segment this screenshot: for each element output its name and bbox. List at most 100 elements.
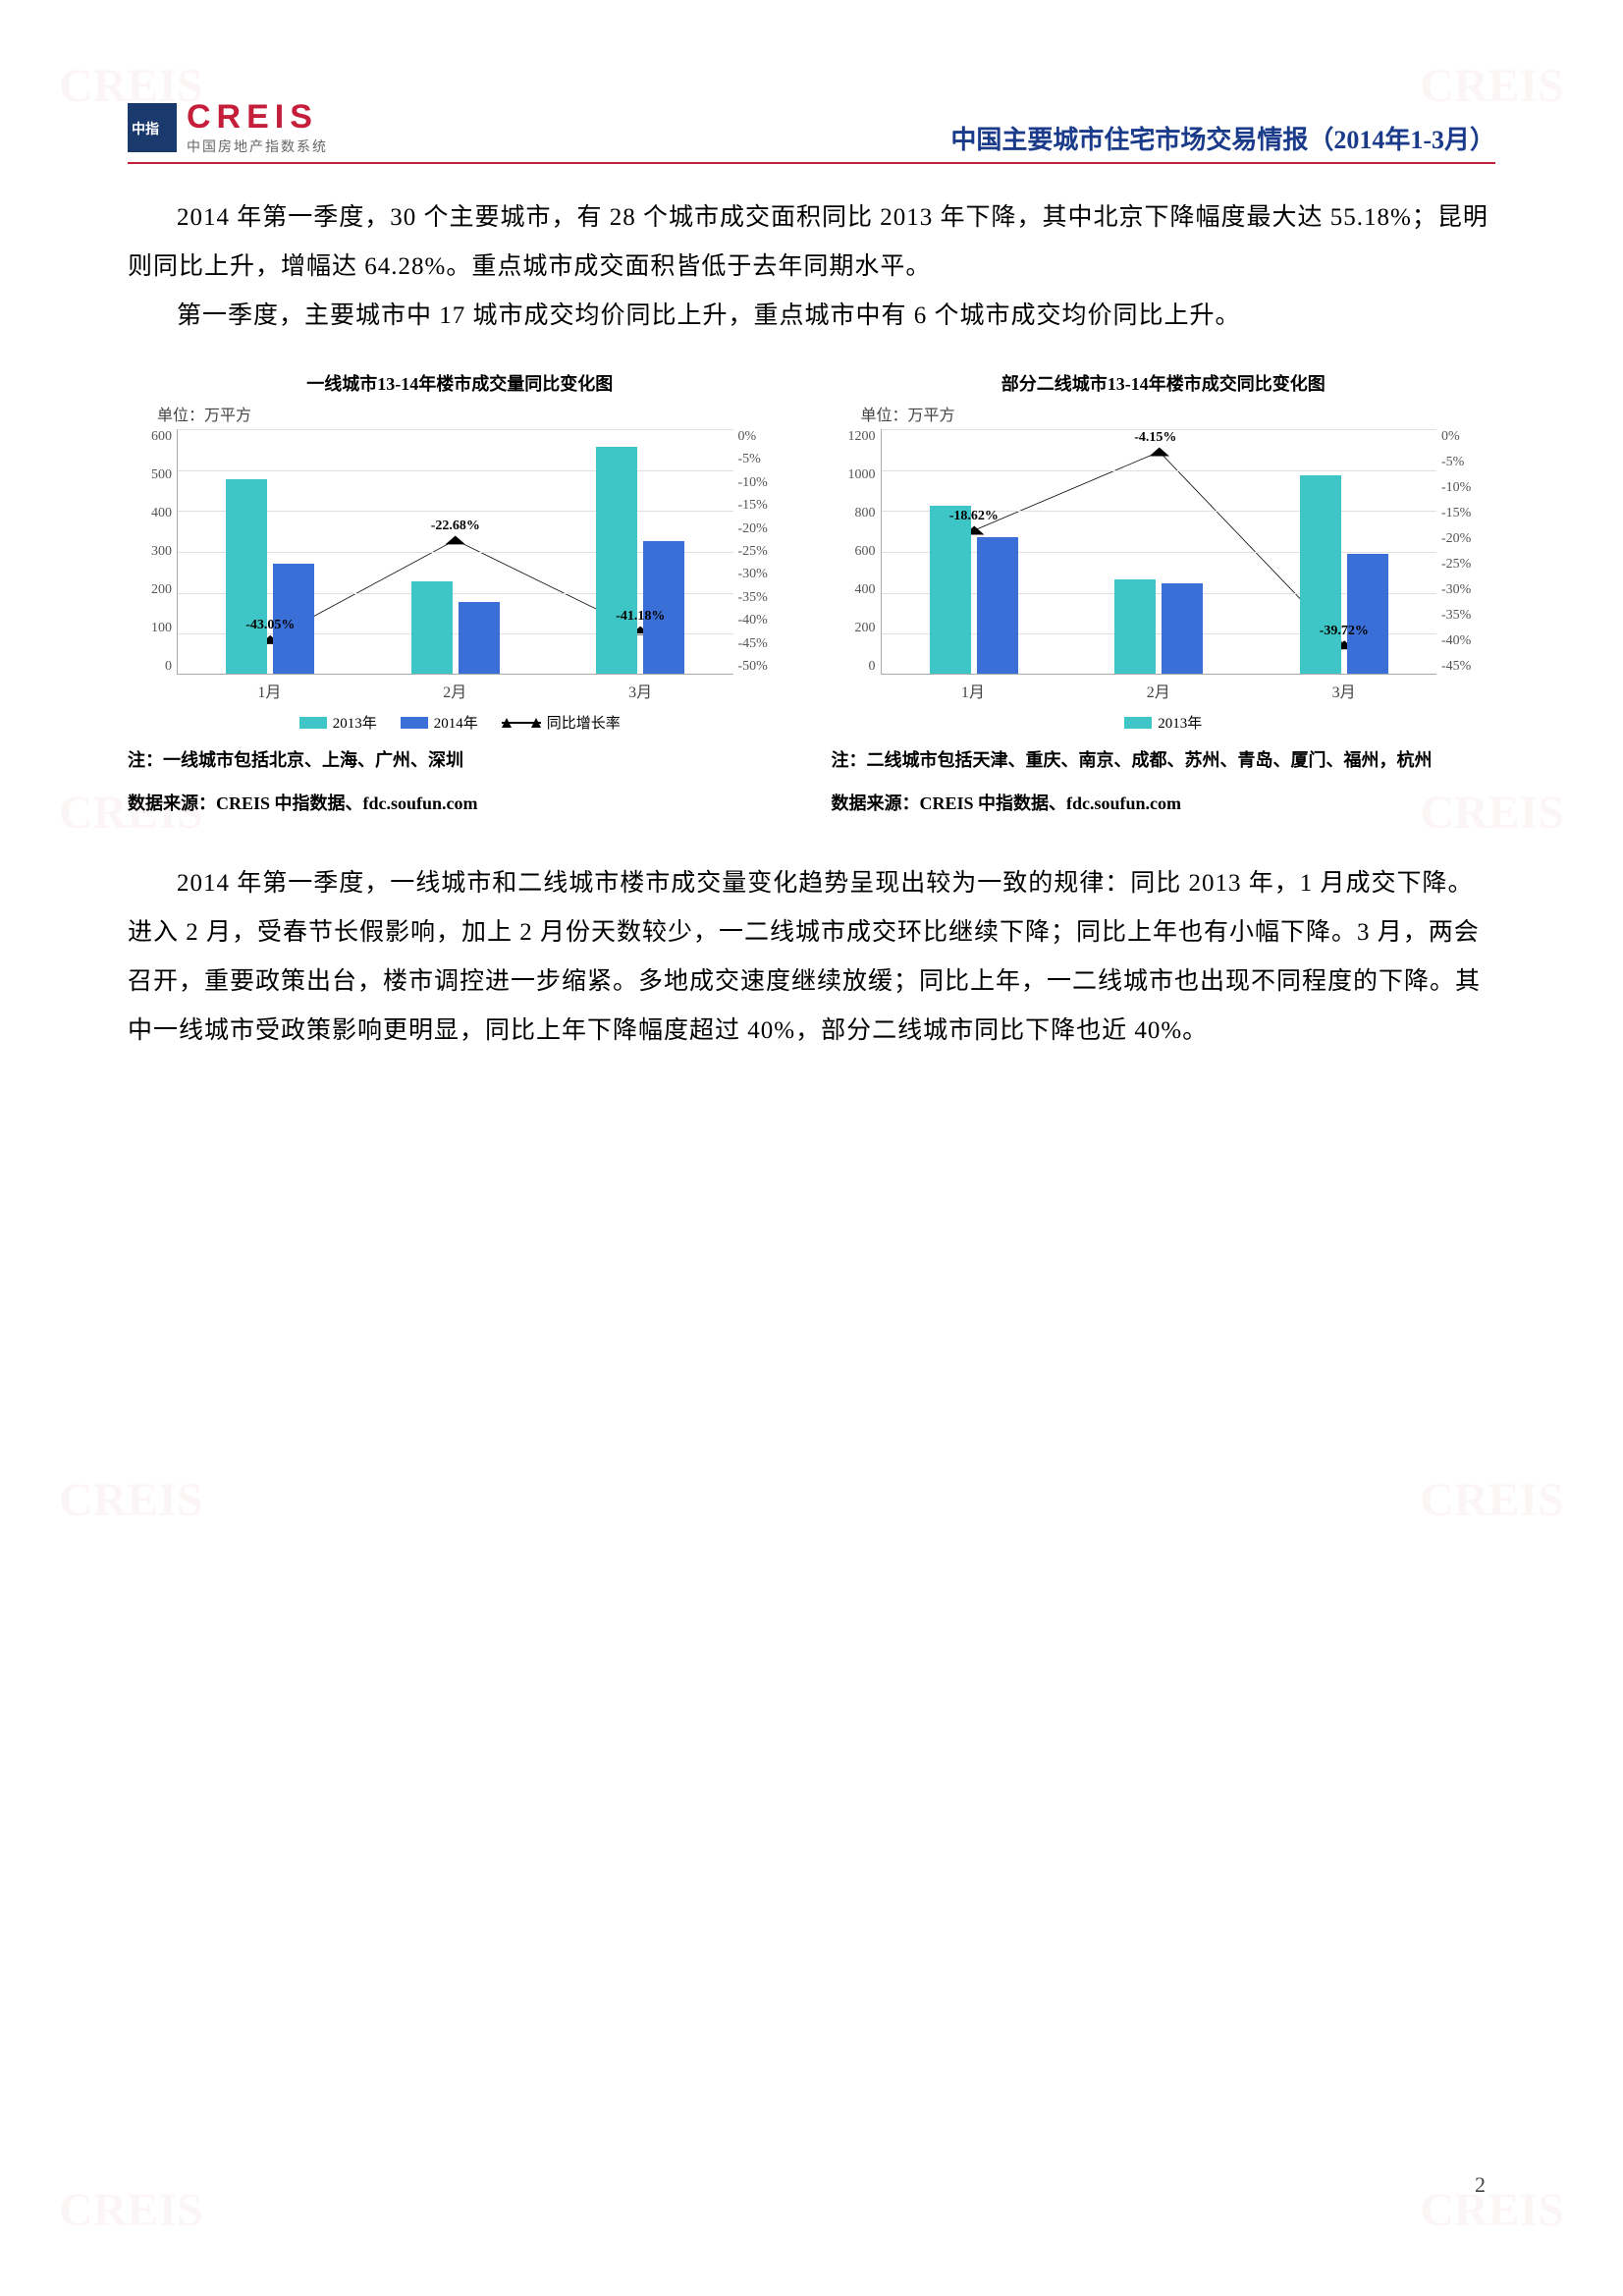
y-tick: -45%: [1441, 659, 1471, 675]
y-tick: -10%: [738, 475, 768, 491]
y-tick: -50%: [738, 659, 768, 675]
legend-swatch-2014: [401, 717, 428, 729]
legend-line: [502, 722, 541, 724]
growth-label: -22.68%: [431, 519, 480, 534]
bar-group: [1300, 475, 1388, 674]
chart1-y-right: 0% -5% -10% -15% -20% -25% -30% -35% -40% -45% -50…: [738, 429, 792, 675]
legend-swatch-2013: [299, 717, 327, 729]
chart-tier2: 部分二线城市13-14年楼市成交同比变化图 单位：万平方 12001000800…: [832, 370, 1496, 820]
y-tick: 400: [151, 506, 172, 521]
y-tick: 1000: [848, 467, 876, 483]
bar-2014: [643, 541, 684, 674]
y-tick: -35%: [1441, 608, 1471, 624]
y-tick: -45%: [738, 636, 768, 652]
y-tick: 0%: [738, 429, 757, 445]
y-tick: -5%: [738, 452, 761, 467]
bar-2014: [1162, 583, 1203, 674]
x-tick: 1月: [961, 679, 985, 702]
y-tick: -30%: [1441, 582, 1471, 598]
bar-2013: [1300, 475, 1341, 674]
growth-label: -4.15%: [1134, 430, 1176, 446]
bar-2014: [977, 537, 1018, 674]
y-tick: -10%: [1441, 480, 1471, 496]
y-tick: 0: [869, 659, 876, 675]
logo-mark: [128, 103, 177, 152]
y-tick: -25%: [738, 544, 768, 560]
bar-group: [596, 447, 684, 674]
watermark: CREIS: [1420, 1473, 1564, 1527]
bar-2013: [930, 506, 971, 674]
chart2-y-right: 0%-5%-10%-15%-20%-25%-30%-35%-40%-45%: [1441, 429, 1495, 675]
y-tick: -40%: [738, 613, 768, 629]
logo: CREIS 中国房地产指数系统: [128, 98, 328, 156]
legend-label: 2013年: [1158, 712, 1202, 733]
y-tick: -5%: [1441, 455, 1464, 470]
x-tick: 2月: [1147, 679, 1170, 702]
paragraph-3: 2014 年第一季度，一线城市和二线城市楼市成交量变化趋势呈现出较为一致的规律：…: [128, 859, 1495, 1056]
chart1-y-left: 6005004003002001000: [128, 429, 172, 675]
chart2-plot: -18.62% -4.15% -39.72%: [881, 429, 1437, 675]
y-tick: -35%: [738, 590, 768, 606]
chart-tier1: 一线城市13-14年楼市成交量同比变化图 单位：万平方 600500400300…: [128, 370, 792, 820]
y-tick: 600: [151, 429, 172, 445]
chart2-y-left: 120010008006004002000: [832, 429, 876, 675]
growth-label: -39.72%: [1320, 624, 1369, 639]
chart1-x-labels: 1月 2月 3月: [177, 677, 733, 704]
y-tick: 400: [855, 582, 876, 598]
gridline: [882, 470, 1437, 471]
y-tick: 0%: [1441, 429, 1460, 445]
y-tick: -30%: [738, 567, 768, 582]
paragraph-2: 第一季度，主要城市中 17 城市成交均价同比上升，重点城市中有 6 个城市成交均…: [128, 292, 1495, 341]
chart1-unit: 单位：万平方: [157, 402, 792, 425]
chart1-source: 数据来源：CREIS 中指数据、fdc.soufun.com: [128, 788, 792, 819]
bar-2013: [1114, 579, 1156, 674]
page-number: 2: [1475, 2172, 1486, 2198]
x-tick: 3月: [628, 679, 652, 702]
bar-2013: [411, 581, 453, 674]
y-tick: -15%: [1441, 506, 1471, 521]
chart2-note: 注：二线城市包括天津、重庆、南京、成都、苏州、青岛、厦门、福州，杭州: [832, 744, 1496, 776]
page-header: CREIS 中国房地产指数系统 中国主要城市住宅市场交易情报（2014年1-3月…: [128, 98, 1495, 164]
growth-label: -18.62%: [949, 509, 999, 524]
x-tick: 2月: [443, 679, 466, 702]
y-tick: 800: [855, 506, 876, 521]
bar-2013: [226, 479, 267, 674]
charts-row: 一线城市13-14年楼市成交量同比变化图 单位：万平方 600500400300…: [128, 370, 1495, 820]
bar-group: [930, 506, 1018, 674]
bar-group: [1114, 579, 1203, 674]
bar-2014: [1347, 554, 1388, 674]
y-tick: 300: [151, 544, 172, 560]
x-tick: 3月: [1332, 679, 1356, 702]
y-tick: 0: [165, 659, 172, 675]
legend-label: 2014年: [434, 712, 478, 733]
x-tick: 1月: [257, 679, 281, 702]
watermark: CREIS: [1420, 2183, 1564, 2237]
y-tick: 600: [855, 544, 876, 560]
chart1-note: 注：一线城市包括北京、上海、广州、深圳: [128, 744, 792, 776]
legend-swatch-2013: [1124, 717, 1152, 729]
gridline: [178, 429, 733, 430]
logo-subtitle: 中国房地产指数系统: [187, 137, 328, 156]
growth-label: -41.18%: [616, 609, 665, 625]
y-tick: -20%: [738, 521, 768, 537]
bar-2013: [596, 447, 637, 674]
y-tick: -25%: [1441, 557, 1471, 573]
page-title: 中国主要城市住宅市场交易情报（2014年1-3月）: [950, 120, 1495, 156]
bar-2014: [459, 602, 500, 674]
chart2-title: 部分二线城市13-14年楼市成交同比变化图: [832, 370, 1496, 396]
chart1-legend: 2013年 2014年 同比增长率: [128, 712, 792, 733]
chart1-title: 一线城市13-14年楼市成交量同比变化图: [128, 370, 792, 396]
chart2-area: 120010008006004002000 0%-5%-10%-15%-20%-…: [832, 429, 1496, 704]
growth-label: -43.05%: [245, 618, 295, 633]
watermark: CREIS: [59, 2183, 203, 2237]
bar-group: [226, 479, 314, 674]
legend-label: 同比增长率: [547, 712, 621, 733]
chart1-plot: -43.05% -22.68% -41.18%: [177, 429, 733, 675]
legend-label: 2013年: [333, 712, 377, 733]
bar-group: [411, 581, 500, 674]
paragraph-1: 2014 年第一季度，30 个主要城市，有 28 个城市成交面积同比 2013 …: [128, 193, 1495, 292]
y-tick: -15%: [738, 498, 768, 514]
chart2-unit: 单位：万平方: [861, 402, 1496, 425]
y-tick: -20%: [1441, 531, 1471, 547]
chart2-legend: 2013年: [832, 712, 1496, 733]
